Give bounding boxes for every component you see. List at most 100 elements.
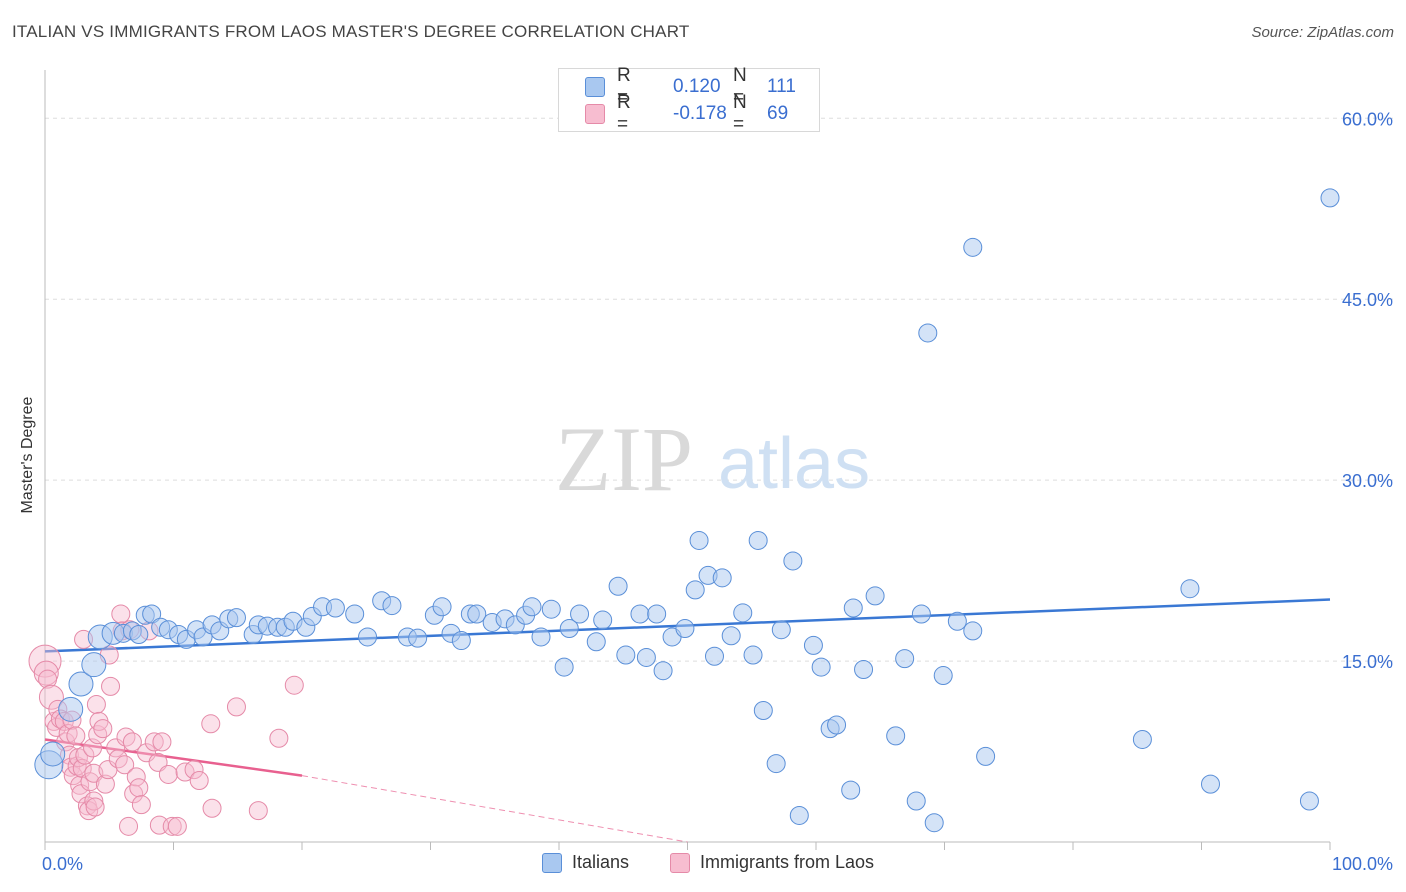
italians-point — [586, 632, 606, 652]
italians-point — [963, 237, 983, 257]
laos-point — [148, 752, 168, 772]
italians-point — [1180, 579, 1200, 599]
italians-point — [789, 805, 809, 825]
laos-point — [66, 726, 86, 746]
laos-point — [226, 697, 246, 717]
italians-point — [653, 661, 673, 681]
legend-r-value: 0.120 — [673, 76, 721, 97]
italians-point — [1132, 729, 1152, 749]
italians-point — [803, 635, 823, 655]
italians-point — [933, 666, 953, 686]
italians-point — [451, 631, 471, 651]
italians-point — [1299, 791, 1319, 811]
italians-point — [531, 627, 551, 647]
laos-point — [84, 791, 104, 811]
legend-r-label: R = — [617, 65, 631, 108]
laos-point — [284, 675, 304, 695]
italians-point — [675, 618, 695, 638]
laos-point — [38, 684, 64, 710]
y-tick-label: 15.0% — [1342, 652, 1393, 672]
laos-points — [28, 604, 304, 836]
legend-n-value: 111 — [767, 76, 796, 97]
legend-r-label: R = — [617, 92, 631, 135]
y-tick-label: 60.0% — [1342, 109, 1393, 129]
laos-trend-extension — [301, 775, 688, 843]
italians-point — [906, 791, 926, 811]
italians-point — [827, 715, 847, 735]
x-tick-label: 100.0% — [1332, 854, 1393, 874]
laos-point — [129, 778, 149, 798]
tick-labels: 15.0% 30.0% 45.0% 60.0% 0.0% 100.0% — [42, 109, 1393, 874]
laos-point — [119, 816, 139, 836]
laos-point — [184, 760, 204, 780]
laos-point — [269, 728, 289, 748]
italians-point — [382, 596, 402, 616]
italians-point — [748, 530, 768, 550]
italians-points — [34, 188, 1340, 833]
italians-point — [766, 754, 786, 774]
italians-point — [636, 647, 656, 667]
laos-point — [79, 801, 99, 821]
laos-point — [189, 770, 209, 790]
italians-point — [712, 568, 732, 588]
laos-point — [95, 774, 115, 794]
italians-point — [976, 746, 996, 766]
legend-r-value: -0.178 — [673, 103, 727, 124]
laos-point — [75, 745, 95, 765]
laos-point — [202, 798, 222, 818]
laos-point — [33, 660, 59, 686]
laos-point — [124, 784, 144, 804]
italians-point — [358, 627, 378, 647]
legend-n-label: N = — [733, 65, 747, 108]
bottom-legend-label: Italians — [572, 852, 630, 872]
watermark: ZIP atlas — [555, 408, 870, 510]
italians-point — [918, 323, 938, 343]
italians-point — [689, 530, 709, 550]
laos-point — [126, 767, 146, 787]
italians-point — [226, 608, 246, 628]
watermark-atlas: atlas — [718, 424, 870, 504]
italians-point — [541, 599, 561, 619]
italians-point — [570, 604, 590, 624]
italians-point — [865, 586, 885, 606]
italians-point — [345, 604, 365, 624]
correlation-legend: R = 0.120 N = 111 R = -0.178 N = 69 — [558, 65, 820, 135]
laos-point — [152, 732, 172, 752]
italians-point — [608, 576, 628, 596]
italians-point — [616, 645, 636, 665]
laos-point — [86, 694, 106, 714]
italians-point — [408, 628, 428, 648]
y-tick-label: 45.0% — [1342, 290, 1393, 310]
italians-point — [895, 649, 915, 669]
italians-point — [924, 813, 944, 833]
laos-point — [101, 676, 121, 696]
italians-point — [58, 696, 84, 722]
italians-point — [753, 701, 773, 721]
italians-point — [129, 625, 149, 645]
laos-point — [85, 797, 105, 817]
italians-point — [1200, 774, 1220, 794]
legend-n-value: 69 — [767, 103, 789, 124]
laos-point — [158, 764, 178, 784]
bottom-legend-swatch-italians — [542, 853, 562, 873]
italians-point — [432, 597, 452, 617]
italians-point — [40, 741, 66, 767]
legend-n-label: N = — [733, 92, 747, 135]
italians-point — [771, 620, 791, 640]
laos-point — [115, 755, 135, 775]
italians-point — [554, 657, 574, 677]
italians-point — [647, 604, 667, 624]
italians-point — [81, 652, 107, 678]
italians-point — [467, 604, 487, 624]
legend-swatch-italians — [585, 77, 605, 97]
italians-point — [947, 611, 967, 631]
italians-point — [843, 598, 863, 618]
italians-point — [733, 603, 753, 623]
chart-title: ITALIAN VS IMMIGRANTS FROM LAOS MASTER'S… — [12, 22, 690, 41]
laos-point — [38, 669, 58, 689]
italians-point — [721, 626, 741, 646]
bottom-legend-label: Immigrants from Laos — [700, 852, 875, 872]
italians-point — [963, 621, 983, 641]
laos-point — [111, 604, 131, 624]
